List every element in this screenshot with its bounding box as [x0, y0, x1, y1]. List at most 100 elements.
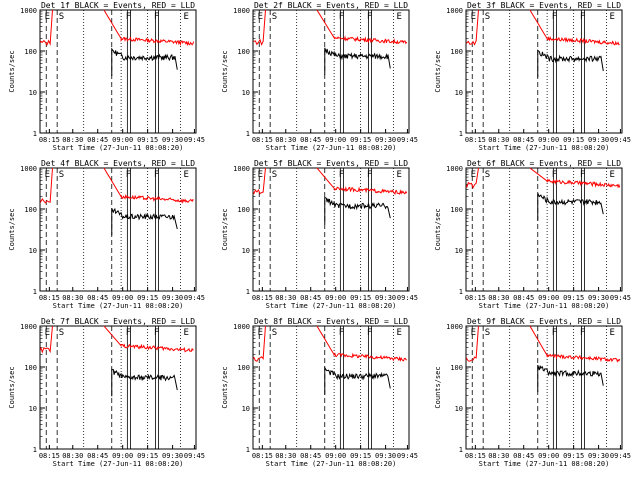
marker-label: S — [59, 170, 64, 180]
marker-label: F — [552, 328, 557, 338]
x-axis-label: Start Time (27-Jun-11 08:08:20) — [266, 460, 397, 468]
x-tick-label: 09:00 — [112, 136, 133, 144]
detector-panel-3: Det 3f BLACK = Events, RED = LLD 1 10 100 10… — [434, 1, 631, 152]
plot-frame — [465, 9, 623, 134]
plot-frame — [39, 167, 197, 292]
lld-series-line — [253, 167, 408, 196]
lld-series-line — [40, 167, 194, 204]
y-tick-label: 1 — [33, 130, 37, 138]
x-tick-label: 09:30 — [162, 136, 183, 144]
events-series-line — [537, 193, 604, 221]
y-tick-label: 1000 — [446, 165, 463, 173]
events-series-line — [111, 207, 178, 236]
y-tick-label: 1 — [33, 446, 37, 454]
lld-series-line — [40, 325, 194, 354]
x-tick-label: 09:30 — [162, 294, 183, 302]
marker-label: E — [397, 12, 402, 22]
y-tick-label: 1 — [459, 130, 463, 138]
flare-interval-box — [126, 325, 131, 450]
marker-label: F — [580, 170, 585, 180]
panel-title: Det 9f BLACK = Events, RED = LLD — [467, 317, 621, 326]
x-tick-label: 08:45 — [87, 136, 108, 144]
x-tick-label: 09:45 — [610, 136, 631, 144]
marker-label: S — [272, 328, 277, 338]
y-tick-label: 10 — [455, 89, 463, 97]
y-tick-label: 10 — [242, 247, 250, 255]
x-tick-label: 09:45 — [397, 452, 418, 460]
x-tick-label: 09:30 — [162, 452, 183, 460]
y-tick-label: 10 — [455, 405, 463, 413]
y-tick-label: 1 — [33, 288, 37, 296]
flare-interval-box — [581, 325, 585, 450]
panel-title: Det 3f BLACK = Events, RED = LLD — [467, 1, 621, 10]
x-tick-label: 09:15 — [137, 452, 158, 460]
events-series-line — [537, 49, 604, 78]
flare-interval-box — [339, 9, 344, 134]
x-tick-label: 08:45 — [300, 452, 321, 460]
marker-label: E — [184, 12, 189, 22]
x-tick-label: 09:00 — [325, 452, 346, 460]
flare-interval-box — [552, 325, 557, 450]
x-tick-label: 08:30 — [62, 452, 83, 460]
x-tick-label: 08:30 — [62, 136, 83, 144]
events-series-line — [324, 47, 391, 75]
x-tick-label: 08:45 — [300, 294, 321, 302]
x-tick-label: 09:45 — [610, 294, 631, 302]
y-tick-label: 100 — [237, 206, 250, 214]
x-tick-label: 08:15 — [252, 136, 273, 144]
y-tick-label: 1000 — [233, 7, 250, 15]
x-tick-label: 09:15 — [350, 136, 371, 144]
x-tick-label: 08:15 — [252, 294, 273, 302]
panel-title: Det 8f BLACK = Events, RED = LLD — [254, 317, 408, 326]
flare-interval-box — [155, 325, 159, 450]
x-tick-label: 08:30 — [62, 294, 83, 302]
y-tick-label: 100 — [24, 364, 37, 372]
x-tick-label: 08:15 — [39, 294, 60, 302]
y-tick-label: 100 — [450, 364, 463, 372]
marker-label: E — [258, 328, 263, 338]
x-axis-label: Start Time (27-Jun-11 08:08:20) — [479, 144, 610, 152]
y-axis-label: Counts/sec — [434, 366, 442, 408]
panel-title: Det 6f BLACK = Events, RED = LLD — [467, 159, 621, 168]
x-tick-label: 08:30 — [275, 452, 296, 460]
x-tick-label: 09:30 — [375, 452, 396, 460]
marker-label: E — [397, 328, 402, 338]
plot-frame — [465, 167, 623, 292]
x-tick-label: 09:15 — [563, 136, 584, 144]
x-tick-label: 08:30 — [488, 452, 509, 460]
flare-interval-box — [552, 9, 557, 134]
plot-frame — [252, 9, 410, 134]
x-tick-label: 08:30 — [488, 294, 509, 302]
marker-label: S — [485, 170, 490, 180]
flare-interval-box — [339, 167, 344, 292]
x-tick-label: 09:45 — [184, 452, 205, 460]
x-tick-label: 09:30 — [375, 294, 396, 302]
marker-label: E — [610, 328, 615, 338]
x-tick-label: 08:15 — [465, 136, 486, 144]
marker-label: F — [580, 328, 585, 338]
events-series-line — [111, 47, 178, 77]
panel-title: Det 7f BLACK = Events, RED = LLD — [41, 317, 195, 326]
x-tick-label: 09:15 — [137, 294, 158, 302]
marker-label: S — [59, 328, 64, 338]
x-tick-label: 09:30 — [588, 452, 609, 460]
y-tick-label: 1 — [246, 288, 250, 296]
x-tick-label: 08:30 — [275, 294, 296, 302]
y-tick-label: 100 — [450, 48, 463, 56]
x-tick-label: 09:45 — [184, 136, 205, 144]
events-series-line — [537, 364, 604, 393]
x-tick-label: 08:30 — [275, 136, 296, 144]
marker-label: F — [154, 12, 159, 22]
marker-label: S — [272, 12, 277, 22]
x-tick-label: 09:30 — [375, 136, 396, 144]
x-tick-label: 08:15 — [465, 452, 486, 460]
x-axis-label: Start Time (27-Jun-11 08:08:20) — [53, 302, 184, 310]
y-axis-label: Counts/sec — [221, 366, 229, 408]
marker-label: E — [45, 328, 50, 338]
marker-label: F — [367, 12, 372, 22]
y-tick-label: 10 — [455, 247, 463, 255]
x-axis-label: Start Time (27-Jun-11 08:08:20) — [479, 302, 610, 310]
y-tick-label: 100 — [450, 206, 463, 214]
x-axis-label: Start Time (27-Jun-11 08:08:20) — [53, 460, 184, 468]
